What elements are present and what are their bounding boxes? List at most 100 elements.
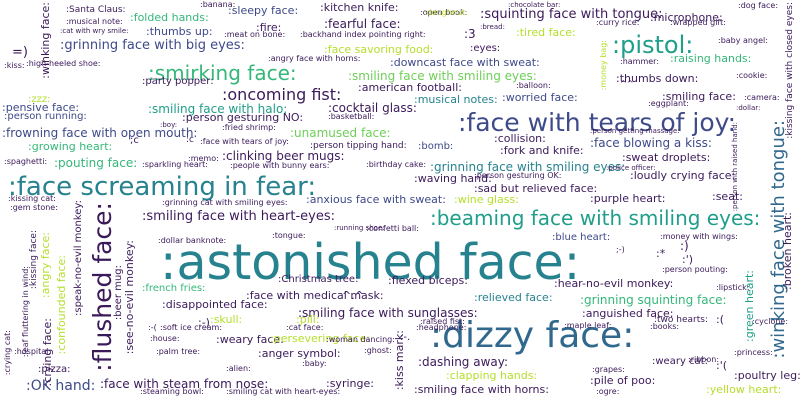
- word: :french fries:: [142, 283, 206, 294]
- word: :sleepy face:: [228, 4, 299, 17]
- word: :basketball:: [328, 112, 375, 121]
- word: :steaming bowl:: [140, 387, 204, 396]
- word: :alien:: [226, 364, 251, 373]
- word: :person pouting:: [662, 265, 728, 274]
- word: :squinting face with tongue:: [480, 7, 663, 22]
- word: :soft ice cream:: [160, 323, 223, 332]
- word: :money with wings:: [660, 232, 738, 241]
- word: :hear-no-evil monkey:: [554, 277, 674, 290]
- word: :unamused face:: [290, 126, 391, 140]
- word: :skull:: [210, 313, 243, 326]
- word: :person tipping hand:: [310, 141, 407, 151]
- word: :face with tears of joy:: [200, 137, 289, 146]
- word: :flushed face:: [88, 202, 117, 372]
- word: :bread:: [480, 23, 505, 31]
- word: :face screaming in fear:: [8, 172, 317, 202]
- word: :memo:: [188, 154, 219, 163]
- word: :tired face:: [516, 26, 576, 39]
- word: :camera:: [744, 93, 780, 102]
- word: :maple leaf:: [564, 321, 612, 330]
- word: :person with raised hand:: [731, 122, 739, 212]
- word: :pistol:: [612, 31, 694, 59]
- word: :-(: [148, 323, 157, 332]
- word: ^.^: [342, 289, 364, 302]
- word: :cookie:: [736, 71, 768, 80]
- word: :cat with wry smile:: [60, 27, 129, 35]
- word: :woman dancing:: [326, 335, 395, 344]
- word: :pile of poo:: [590, 374, 656, 387]
- word: :lipstick:: [716, 283, 750, 292]
- word: :raised fist:: [420, 317, 465, 326]
- word: :face with tears of joy:: [458, 108, 737, 137]
- word: :cat face:: [286, 323, 324, 332]
- word: :crying cat:: [3, 330, 12, 376]
- word: :balloon:: [516, 81, 551, 90]
- word: :yellow heart:: [706, 383, 782, 396]
- word: :waving hand:: [414, 172, 492, 185]
- word: :running shoe:: [334, 224, 385, 232]
- word: :thumbs down:: [616, 72, 699, 85]
- word: :3: [464, 27, 476, 41]
- word: :anger symbol:: [258, 347, 341, 360]
- word: :high-heeled shoe:: [26, 59, 101, 68]
- word: :wine glass:: [454, 193, 519, 206]
- word: :eggplant:: [648, 99, 689, 108]
- word: :smiling face with halo:: [148, 102, 288, 116]
- word: :angry face:: [39, 232, 52, 299]
- word: :gem stone:: [10, 203, 58, 212]
- word: :pizza:: [38, 364, 71, 375]
- word: :musical notes:: [414, 93, 498, 106]
- word: =): [12, 45, 28, 60]
- word: :'): [682, 253, 694, 266]
- word: :pill:: [296, 313, 320, 326]
- word: :doughnut:: [424, 8, 468, 17]
- word: :face savoring food:: [324, 43, 434, 56]
- word: :relieved face:: [474, 291, 553, 304]
- word: :bomb:: [418, 141, 454, 152]
- word: :green heart:: [743, 270, 756, 342]
- word: :police officer:: [606, 164, 656, 172]
- word: :loudly crying face:: [630, 169, 736, 182]
- word: :ogre:: [596, 387, 620, 396]
- word: :downcast face with sweat:: [390, 56, 540, 69]
- word: :Christmas tree:: [278, 274, 359, 285]
- word: :pensive face:: [2, 101, 80, 114]
- word: :party popper:: [142, 76, 214, 87]
- word: :smiling face:: [662, 90, 736, 103]
- word: :folded hands:: [130, 11, 209, 24]
- word: :hospital:: [14, 347, 52, 356]
- word: :person gesturing OK:: [474, 171, 562, 180]
- word: :palm tree:: [156, 347, 201, 356]
- word: :hammer:: [620, 57, 660, 66]
- word: :blue heart:: [552, 232, 611, 243]
- word: :*: [656, 247, 666, 260]
- word: :dashing away:: [418, 355, 509, 369]
- word: :poultry leg:: [734, 369, 800, 382]
- word: :confetti ball:: [366, 224, 419, 233]
- word: :-): [198, 316, 210, 329]
- word: :speak-no-evil monkey:: [73, 200, 84, 317]
- word: :worried face:: [502, 91, 578, 104]
- word: :dollar banknote:: [158, 236, 227, 245]
- word: :musical note:: [66, 17, 123, 26]
- word: :eyes:: [470, 43, 501, 54]
- word: :angry face with horns:: [268, 54, 361, 63]
- word: :dog face:: [738, 1, 779, 10]
- word: ;c: [130, 135, 139, 146]
- word: :weary cat:: [652, 356, 708, 367]
- word: :pouting face:: [54, 156, 138, 170]
- word: :beaming face with smiling eyes:: [430, 206, 761, 230]
- word: :smirking face:: [148, 61, 297, 85]
- word: :wrapped gift:: [670, 18, 726, 27]
- word: :): [680, 239, 689, 253]
- word: :smiling face with smiling eyes:: [348, 69, 537, 83]
- word: :backhand index pointing right:: [300, 30, 426, 39]
- word: :leaf fluttering in wind:: [21, 266, 30, 358]
- word: :smiling cat with heart-eyes:: [226, 387, 341, 396]
- word: :cyclone:: [752, 317, 789, 326]
- word: :anguished face:: [582, 307, 674, 320]
- word: :face with steam from nose:: [100, 377, 269, 391]
- word: :baby angel:: [718, 36, 768, 45]
- word: :sweat droplets:: [622, 151, 711, 164]
- word: :fried shrimp:: [222, 123, 276, 132]
